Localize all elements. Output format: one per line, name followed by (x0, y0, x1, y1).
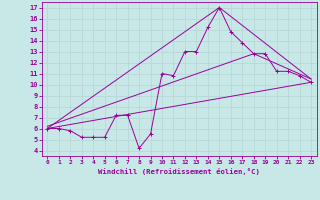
X-axis label: Windchill (Refroidissement éolien,°C): Windchill (Refroidissement éolien,°C) (98, 168, 260, 175)
